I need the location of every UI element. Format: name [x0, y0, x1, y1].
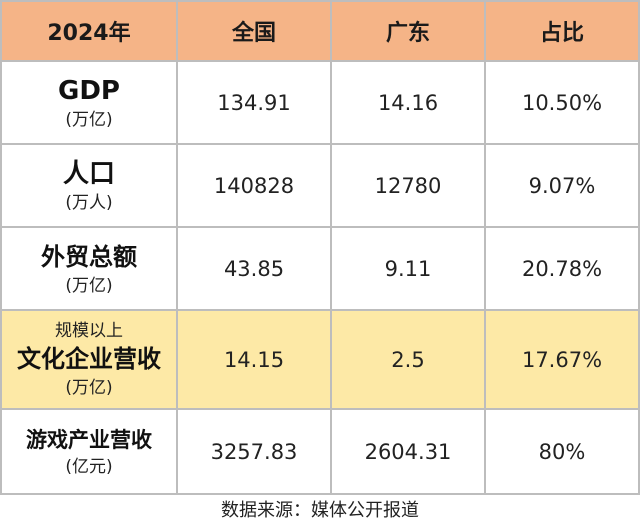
table-row: 游戏产业营收 (亿元) 3257.83 2604.31 80%	[0, 408, 640, 495]
national-value: 43.85	[176, 226, 332, 311]
guangdong-value: 14.16	[330, 60, 486, 145]
header-year: 2024年	[0, 0, 178, 62]
row-unit: (万亿)	[65, 109, 113, 130]
stats-table: 2024年 全国 广东 占比 GDP (万亿) 134.91 14.16 10.…	[0, 0, 640, 495]
row-label-cell: GDP (万亿)	[0, 60, 178, 145]
table-row-highlighted: 规模以上 文化企业营收 (万亿) 14.15 2.5 17.67%	[0, 309, 640, 410]
data-source-note: 数据来源：媒体公开报道	[221, 500, 419, 521]
table-row: 人口 (万人) 140828 12780 9.07%	[0, 143, 640, 228]
row-unit: (万亿)	[65, 275, 113, 296]
row-label: GDP	[58, 75, 120, 106]
row-unit: (万亿)	[65, 377, 113, 398]
row-label-cell: 游戏产业营收 (亿元)	[0, 408, 178, 495]
row-label: 游戏产业营收	[26, 427, 152, 452]
table-row: GDP (万亿) 134.91 14.16 10.50%	[0, 60, 640, 145]
national-value: 3257.83	[176, 408, 332, 495]
national-value: 140828	[176, 143, 332, 228]
row-label: 文化企业营收	[17, 344, 161, 373]
share-value: 80%	[484, 408, 640, 495]
share-value: 17.67%	[484, 309, 640, 410]
row-label: 人口	[62, 158, 115, 189]
share-value: 9.07%	[484, 143, 640, 228]
row-label: 外贸总额	[41, 242, 137, 271]
header-share: 占比	[484, 0, 640, 62]
guangdong-value: 2.5	[330, 309, 486, 410]
row-unit: (亿元)	[65, 456, 113, 477]
table-row: 外贸总额 (万亿) 43.85 9.11 20.78%	[0, 226, 640, 311]
header-national: 全国	[176, 0, 332, 62]
national-value: 134.91	[176, 60, 332, 145]
header-row: 2024年 全国 广东 占比	[0, 0, 640, 62]
row-label-cell: 规模以上 文化企业营收 (万亿)	[0, 309, 178, 410]
share-value: 20.78%	[484, 226, 640, 311]
national-value: 14.15	[176, 309, 332, 410]
guangdong-value: 12780	[330, 143, 486, 228]
guangdong-value: 9.11	[330, 226, 486, 311]
row-unit: (万人)	[65, 192, 113, 213]
row-label-cell: 人口 (万人)	[0, 143, 178, 228]
guangdong-value: 2604.31	[330, 408, 486, 495]
row-label-cell: 外贸总额 (万亿)	[0, 226, 178, 311]
share-value: 10.50%	[484, 60, 640, 145]
row-prefix: 规模以上	[55, 320, 123, 341]
header-guangdong: 广东	[330, 0, 486, 62]
